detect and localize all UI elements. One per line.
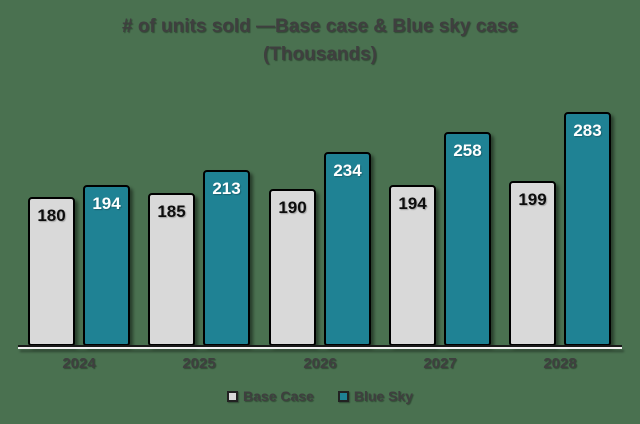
x-axis-line bbox=[18, 345, 622, 347]
bar-base-case-2027[interactable]: 194 bbox=[389, 185, 436, 346]
legend-label-blue-sky: Blue Sky bbox=[353, 388, 413, 404]
legend-item-base-case[interactable]: Base Case bbox=[227, 388, 314, 404]
x-axis-label-2026: 2026 bbox=[303, 355, 337, 372]
chart-title-line1: # of units sold —Base case & Blue sky ca… bbox=[121, 16, 518, 37]
legend-item-blue-sky[interactable]: Blue Sky bbox=[337, 388, 413, 404]
bar-blue-sky-2024[interactable]: 194 bbox=[83, 185, 130, 346]
bar-value-blue-sky-2028: 283 bbox=[573, 121, 602, 140]
x-axis-label-2025: 2025 bbox=[182, 355, 216, 372]
x-axis-label-2028: 2028 bbox=[543, 355, 577, 372]
x-axis-label-2024: 2024 bbox=[62, 355, 96, 372]
bar-base-case-2024[interactable]: 180 bbox=[28, 197, 75, 346]
bar-blue-sky-2027[interactable]: 258 bbox=[444, 132, 491, 346]
chart-title: # of units sold —Base case & Blue sky ca… bbox=[0, 13, 640, 69]
bar-blue-sky-2025[interactable]: 213 bbox=[203, 170, 250, 346]
legend-swatch-base-case bbox=[227, 390, 239, 402]
legend: Base Case Blue Sky bbox=[0, 388, 640, 404]
bar-base-case-2026[interactable]: 190 bbox=[269, 189, 316, 346]
bar-value-base-case-2028: 199 bbox=[518, 190, 547, 209]
bar-value-base-case-2027: 194 bbox=[398, 194, 427, 213]
bar-value-blue-sky-2025: 213 bbox=[212, 179, 241, 198]
legend-label-base-case: Base Case bbox=[243, 388, 314, 404]
bar-blue-sky-2028[interactable]: 283 bbox=[564, 112, 611, 346]
bar-value-blue-sky-2027: 258 bbox=[453, 141, 482, 160]
bar-value-base-case-2025: 185 bbox=[157, 202, 186, 221]
x-axis-highlight bbox=[18, 347, 622, 349]
bar-blue-sky-2026[interactable]: 234 bbox=[324, 152, 371, 346]
bar-base-case-2025[interactable]: 185 bbox=[148, 193, 195, 346]
bar-value-base-case-2024: 180 bbox=[37, 206, 66, 225]
bar-base-case-2028[interactable]: 199 bbox=[509, 181, 556, 346]
bar-value-blue-sky-2026: 234 bbox=[333, 161, 362, 180]
legend-swatch-blue-sky bbox=[337, 390, 349, 402]
bar-value-blue-sky-2024: 194 bbox=[92, 194, 121, 213]
chart-title-line2: (Thousands) bbox=[263, 44, 377, 65]
bar-value-base-case-2026: 190 bbox=[278, 198, 307, 217]
x-axis-label-2027: 2027 bbox=[423, 355, 457, 372]
